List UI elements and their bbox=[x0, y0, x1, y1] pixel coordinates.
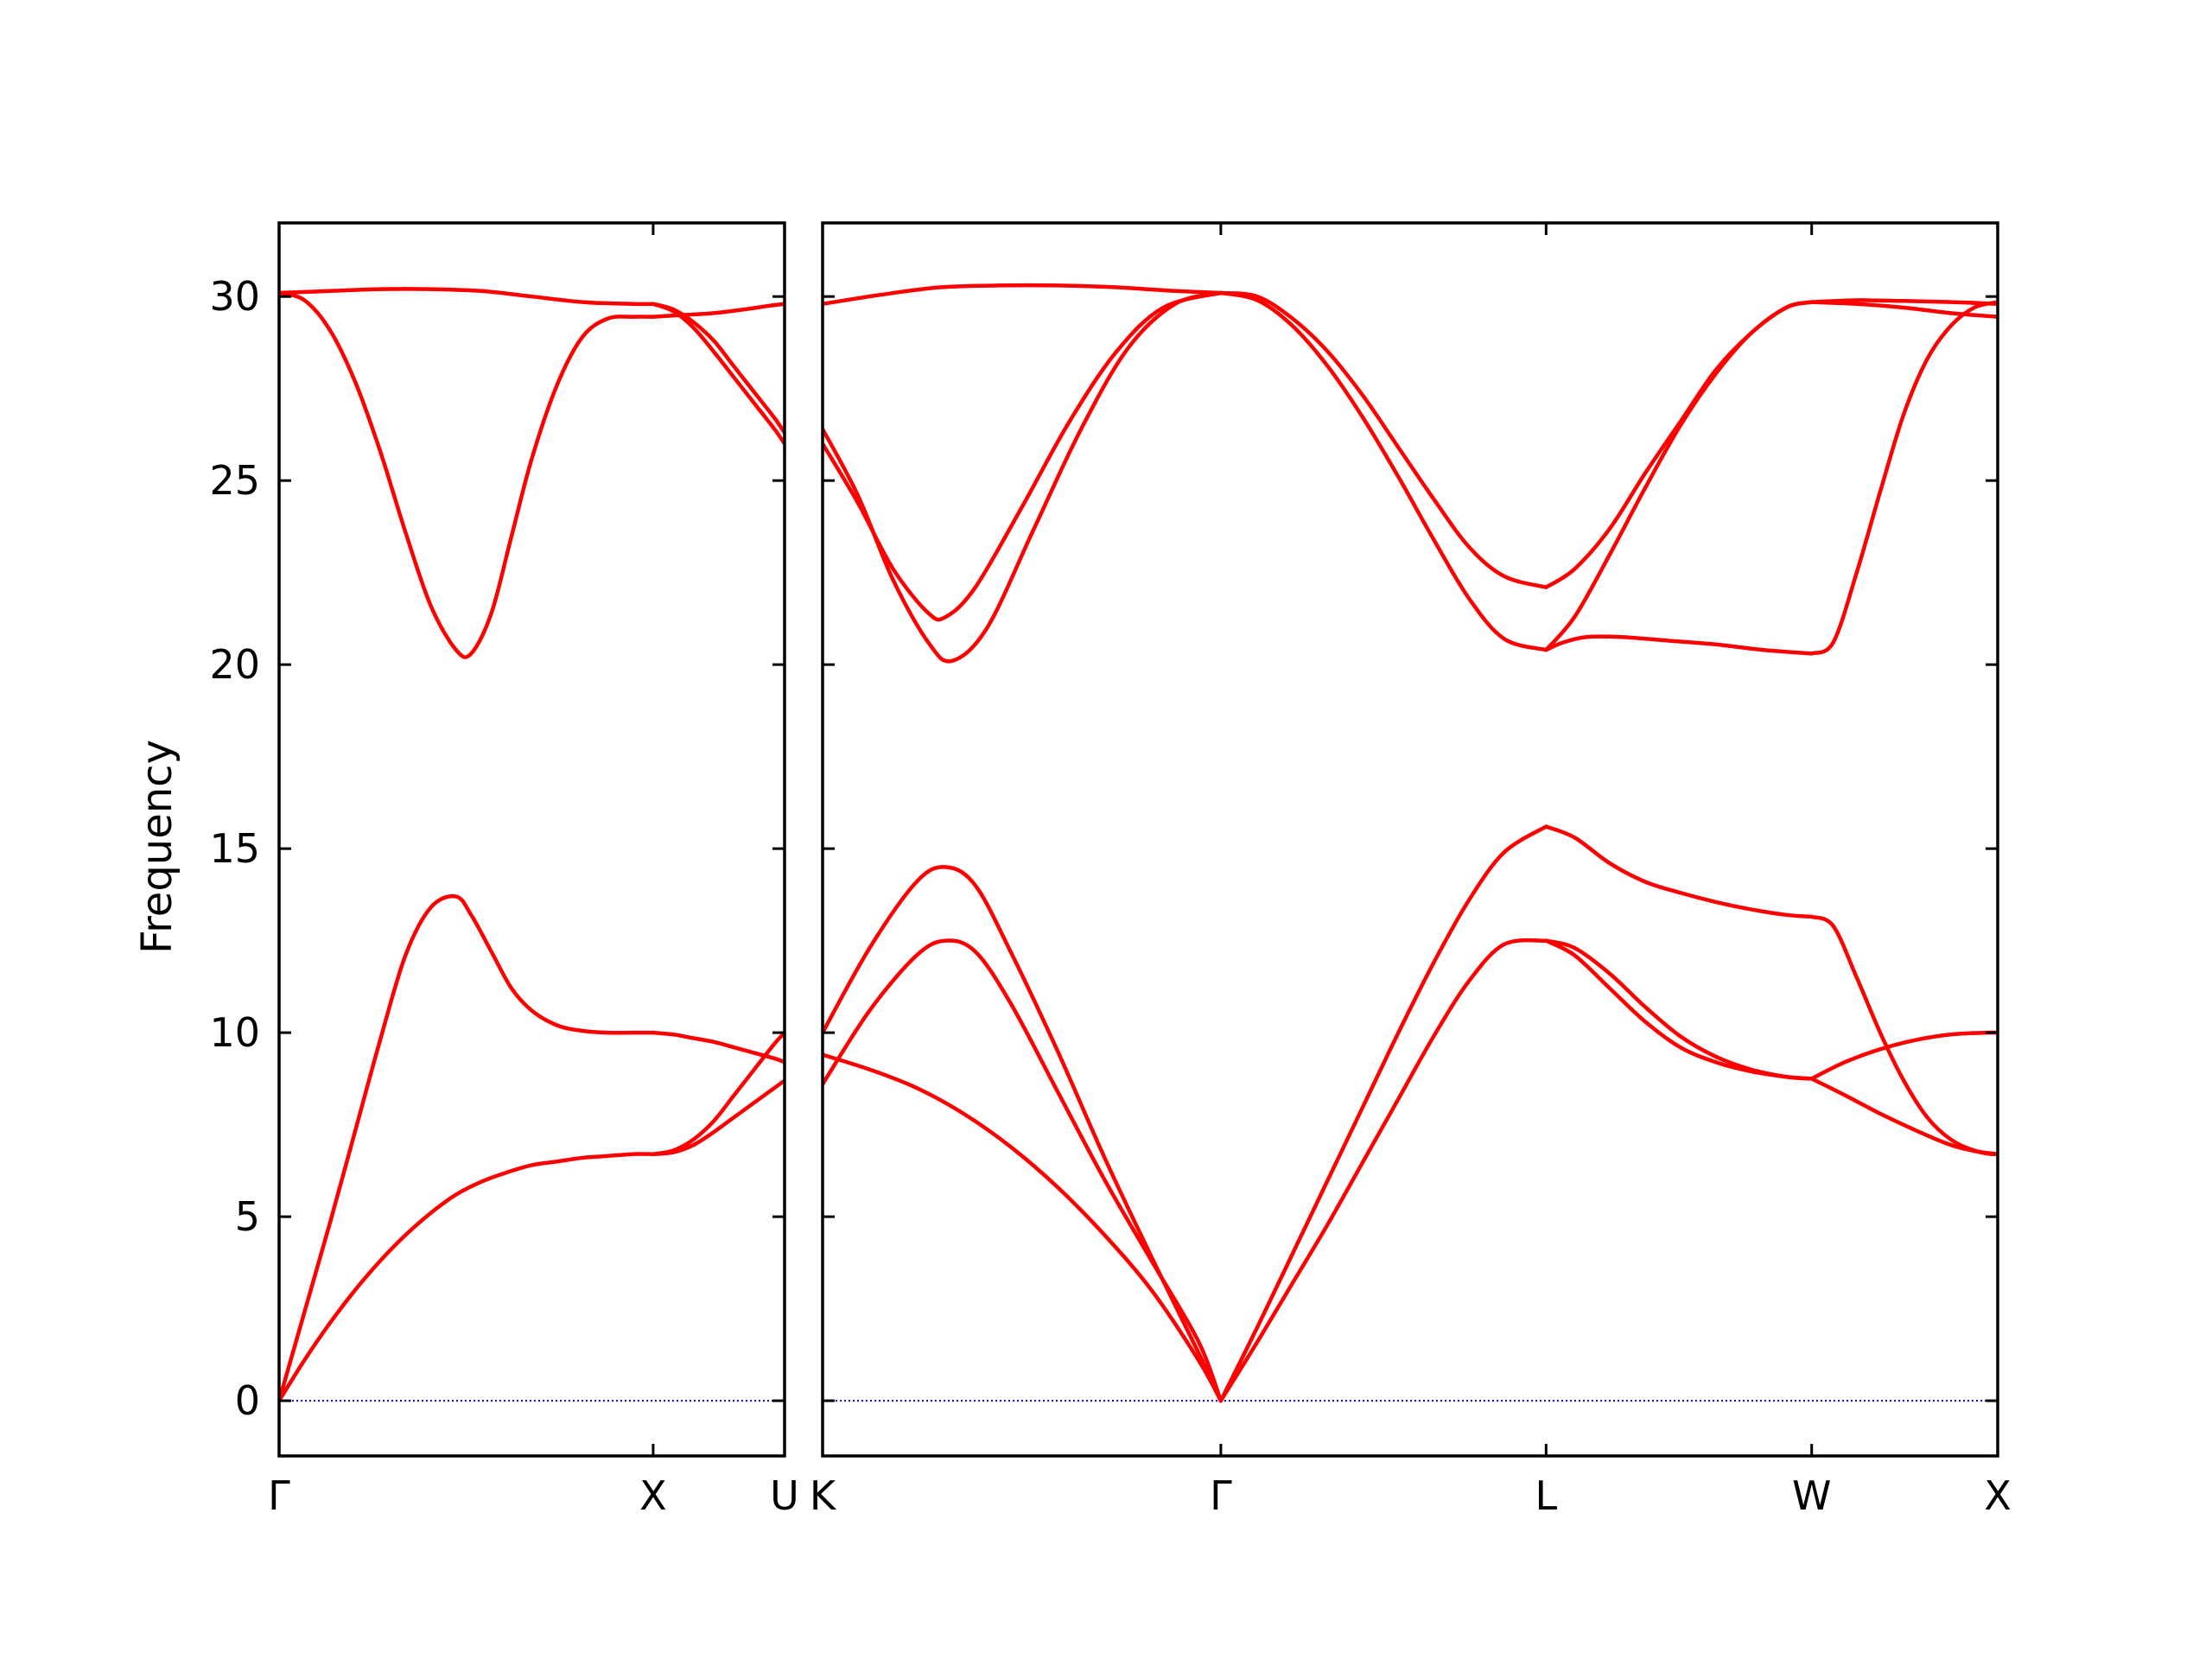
x-tick-label: W bbox=[1792, 1472, 1831, 1519]
band-line-right-13 bbox=[1544, 824, 1814, 919]
y-tick-label: 0 bbox=[235, 1377, 260, 1424]
band-line-left-1 bbox=[279, 893, 656, 1403]
band-line-right-18 bbox=[1809, 1077, 1998, 1157]
band-line-right-3 bbox=[823, 865, 1224, 1403]
band-line-right-7 bbox=[1218, 938, 1548, 1403]
band-line-left-6 bbox=[651, 1030, 785, 1156]
x-tick-label: L bbox=[1535, 1472, 1558, 1519]
band-line-right-6 bbox=[823, 283, 1224, 306]
bands-group bbox=[823, 283, 1998, 1403]
band-line-right-17 bbox=[1809, 1030, 1998, 1081]
band-line-right-10 bbox=[1218, 290, 1548, 589]
axes-frame bbox=[277, 221, 786, 1458]
x-tick-label: Γ bbox=[268, 1472, 290, 1519]
x-tick-label: U bbox=[770, 1472, 799, 1519]
x-tick-label: X bbox=[639, 1472, 667, 1519]
band-line-left-2 bbox=[279, 1152, 656, 1403]
band-line-right-22 bbox=[1809, 298, 1998, 306]
band-line-right-12 bbox=[1544, 938, 1814, 1081]
y-tick-label: 30 bbox=[209, 273, 260, 320]
band-line-left-7 bbox=[651, 1078, 785, 1156]
band-line-left-9 bbox=[651, 302, 785, 446]
y-axis-label: Frequency bbox=[133, 740, 181, 954]
band-line-left-5 bbox=[651, 1030, 785, 1065]
band-line-right-14 bbox=[1544, 634, 1814, 656]
y-tick-label: 20 bbox=[209, 641, 260, 688]
band-line-right-19 bbox=[1809, 914, 1998, 1156]
y-tick-label: 25 bbox=[209, 457, 260, 504]
band-line-right-5 bbox=[823, 290, 1224, 622]
band-line-right-4 bbox=[823, 290, 1224, 664]
band-line-right-8 bbox=[1218, 824, 1548, 1403]
band-line-right-16 bbox=[1544, 300, 1814, 589]
band-line-right-1 bbox=[823, 1052, 1224, 1403]
y-tick-label: 15 bbox=[209, 825, 260, 872]
band-line-left-10 bbox=[651, 302, 785, 435]
y-tick-label: 5 bbox=[235, 1193, 260, 1240]
band-line-right-15 bbox=[1544, 300, 1814, 652]
band-line-right-20 bbox=[1809, 300, 1998, 656]
band-line-right-21 bbox=[1809, 300, 1998, 319]
band-line-right-2 bbox=[823, 938, 1224, 1403]
band-line-left-3 bbox=[279, 290, 656, 659]
x-tick-label: Γ bbox=[1210, 1472, 1232, 1519]
band-line-left-4 bbox=[279, 287, 656, 307]
x-tick-label: K bbox=[810, 1472, 837, 1519]
band-line-right-11 bbox=[1544, 938, 1814, 1081]
axes-frame bbox=[821, 221, 1999, 1458]
y-tick-label: 10 bbox=[209, 1009, 260, 1056]
x-tick-label: X bbox=[1984, 1472, 2012, 1519]
panel-left: 0 5 10 15 20 25 30 Γ X U bbox=[209, 221, 799, 1519]
bands-group bbox=[279, 287, 785, 1403]
band-line-right-9 bbox=[1218, 290, 1548, 652]
